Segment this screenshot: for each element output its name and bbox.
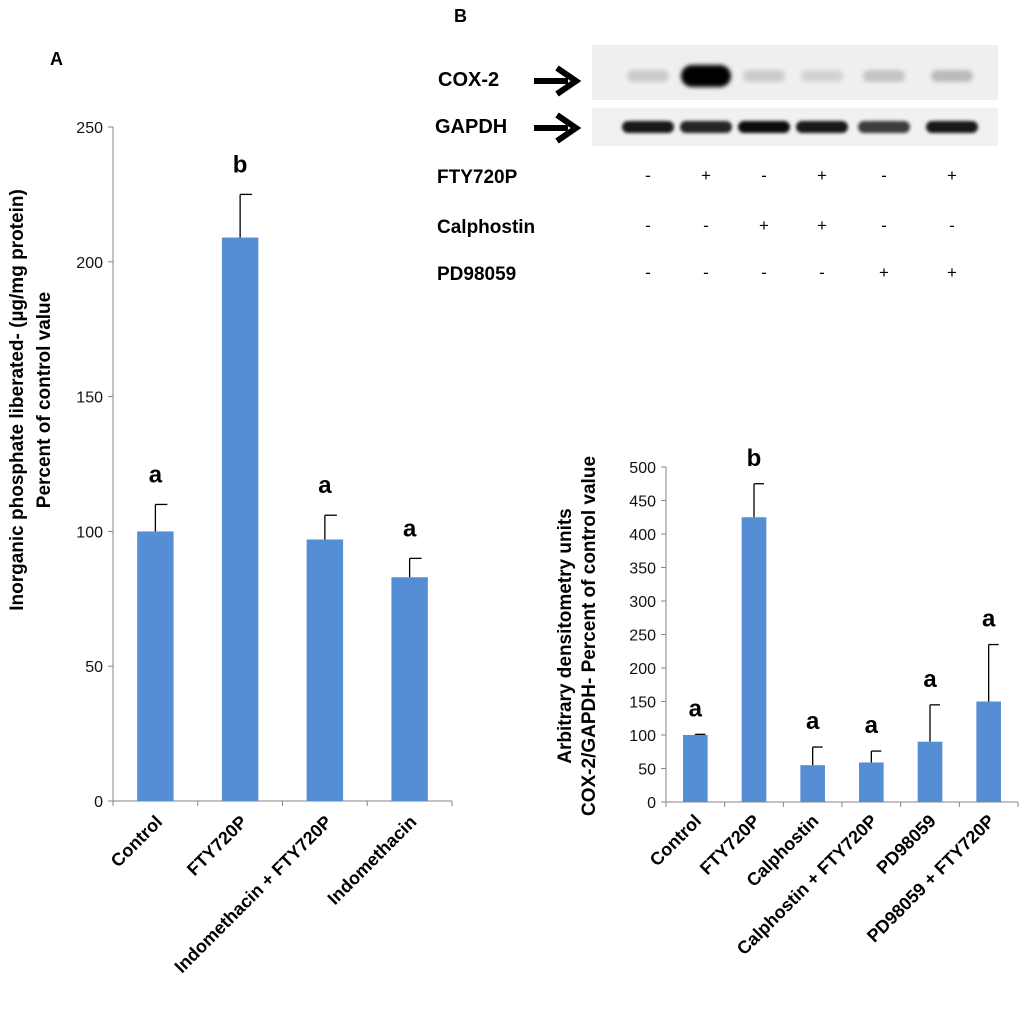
chart-a-significance-letter: b [233, 151, 248, 178]
treatment-sign: + [947, 166, 957, 185]
chart-b-bar [859, 762, 884, 802]
blot-band-cox2 [931, 70, 973, 82]
chart-b-y-tick-label: 350 [629, 561, 656, 578]
chart-b-significance-letter: a [689, 695, 703, 722]
treatment-sign: - [881, 166, 887, 185]
chart-a: Inorganic phosphate liberated- (µg/mg pr… [7, 120, 453, 977]
chart-a-y-tick-label: 150 [76, 390, 103, 407]
blot-band-cox2 [681, 65, 731, 87]
chart-a-y-tick-label: 200 [76, 255, 103, 272]
treatment-sign: - [761, 166, 767, 185]
treatment-label: FTY720P [437, 167, 518, 188]
chart-b-bar [741, 517, 767, 802]
chart-b-significance-letter: a [923, 666, 937, 693]
arrow-icon-gapdh [534, 112, 582, 144]
arrow-icon-cox2 [534, 65, 582, 97]
band-label-cox2: COX-2 [438, 69, 499, 91]
chart-a-significance-letter: a [318, 472, 332, 499]
chart-a-y-tick-label: 0 [94, 794, 103, 811]
chart-b-y-tick-label: 450 [629, 494, 656, 511]
treatment-sign: - [703, 216, 709, 235]
chart-b-ylabel-line2: COX-2/GAPDH- Percent of control value [579, 456, 600, 816]
chart-b-y-tick-label: 150 [629, 695, 656, 712]
chart-a-bar [221, 237, 259, 801]
treatment-sign: - [645, 166, 651, 185]
treatment-sign: - [881, 216, 887, 235]
chart-a-category-label: Indomethacin [324, 812, 421, 909]
chart-b-bar [800, 765, 825, 802]
chart-b-ylabel-line1: Arbitrary densitometry units [555, 508, 576, 764]
treatment-sign: - [949, 216, 955, 235]
treatment-sign: + [701, 166, 711, 185]
chart-a-ylabel-line1: Inorganic phosphate liberated- (µg/mg pr… [7, 189, 28, 611]
treatment-sign: + [759, 216, 769, 235]
blot-band-gapdh [926, 121, 978, 133]
treatment-sign: - [703, 263, 709, 282]
panel-label-b: B [454, 6, 467, 26]
treatment-sign: + [817, 216, 827, 235]
chart-b: Arbitrary densitometry units COX-2/GAPDH… [555, 445, 1019, 959]
chart-b-significance-letter: a [865, 712, 879, 739]
blot-band-gapdh [796, 121, 848, 133]
western-blot: COX-2 GAPDH FTY720P - + - + - + Calphostin - - + + -… [435, 45, 998, 285]
chart-b-y-tick-label: 500 [629, 460, 656, 477]
blot-band-cox2 [627, 70, 669, 82]
chart-b-bar [683, 735, 708, 802]
chart-b-y-tick-label: 250 [629, 628, 656, 645]
blot-band-gapdh [680, 121, 732, 133]
chart-a-significance-letter: a [403, 515, 417, 542]
chart-a-category-label: Indomethacin + FTY720P [171, 812, 336, 977]
treatment-label: PD98059 [437, 264, 516, 285]
chart-a-category-label: Control [107, 812, 166, 871]
blot-band-gapdh [858, 121, 910, 133]
chart-b-y-tick-label: 100 [629, 728, 656, 745]
treatment-sign: + [817, 166, 827, 185]
chart-b-y-tick-label: 400 [629, 527, 656, 544]
chart-a-significance-letter: a [149, 461, 163, 488]
treatment-sign: + [947, 263, 957, 282]
chart-a-y-tick-label: 250 [76, 120, 103, 137]
chart-b-y-tick-label: 50 [638, 762, 656, 779]
blot-band-cox2 [863, 70, 905, 82]
chart-b-y-tick-label: 300 [629, 594, 656, 611]
blot-band-gapdh [622, 121, 674, 133]
blot-band-gapdh [738, 121, 790, 133]
treatment-sign: + [879, 263, 889, 282]
chart-b-significance-letter: b [747, 445, 762, 472]
chart-b-bar [917, 741, 943, 802]
chart-b-bar [976, 701, 1001, 802]
chart-a-ylabel-line2: Percent of control value [34, 292, 55, 508]
chart-a-category-label: FTY720P [183, 812, 251, 880]
treatment-label: Calphostin [437, 217, 535, 238]
chart-b-y-tick-label: 200 [629, 661, 656, 678]
chart-a-bar [391, 577, 428, 801]
panel-label-a: A [50, 49, 63, 69]
chart-b-significance-letter: a [806, 708, 820, 735]
band-label-gapdh: GAPDH [435, 116, 507, 138]
blot-band-cox2 [801, 70, 843, 82]
treatment-sign: - [645, 263, 651, 282]
chart-b-category-label: Control [646, 811, 705, 870]
chart-a-y-tick-label: 100 [76, 524, 103, 541]
treatment-sign: - [819, 263, 825, 282]
chart-b-y-tick-label: 0 [647, 795, 656, 812]
chart-a-bar [137, 531, 174, 801]
chart-a-bar [306, 539, 344, 801]
blot-band-cox2 [743, 70, 785, 82]
treatment-sign: - [761, 263, 767, 282]
chart-b-significance-letter: a [982, 606, 996, 633]
treatment-sign: - [645, 216, 651, 235]
chart-a-y-tick-label: 50 [85, 659, 103, 676]
